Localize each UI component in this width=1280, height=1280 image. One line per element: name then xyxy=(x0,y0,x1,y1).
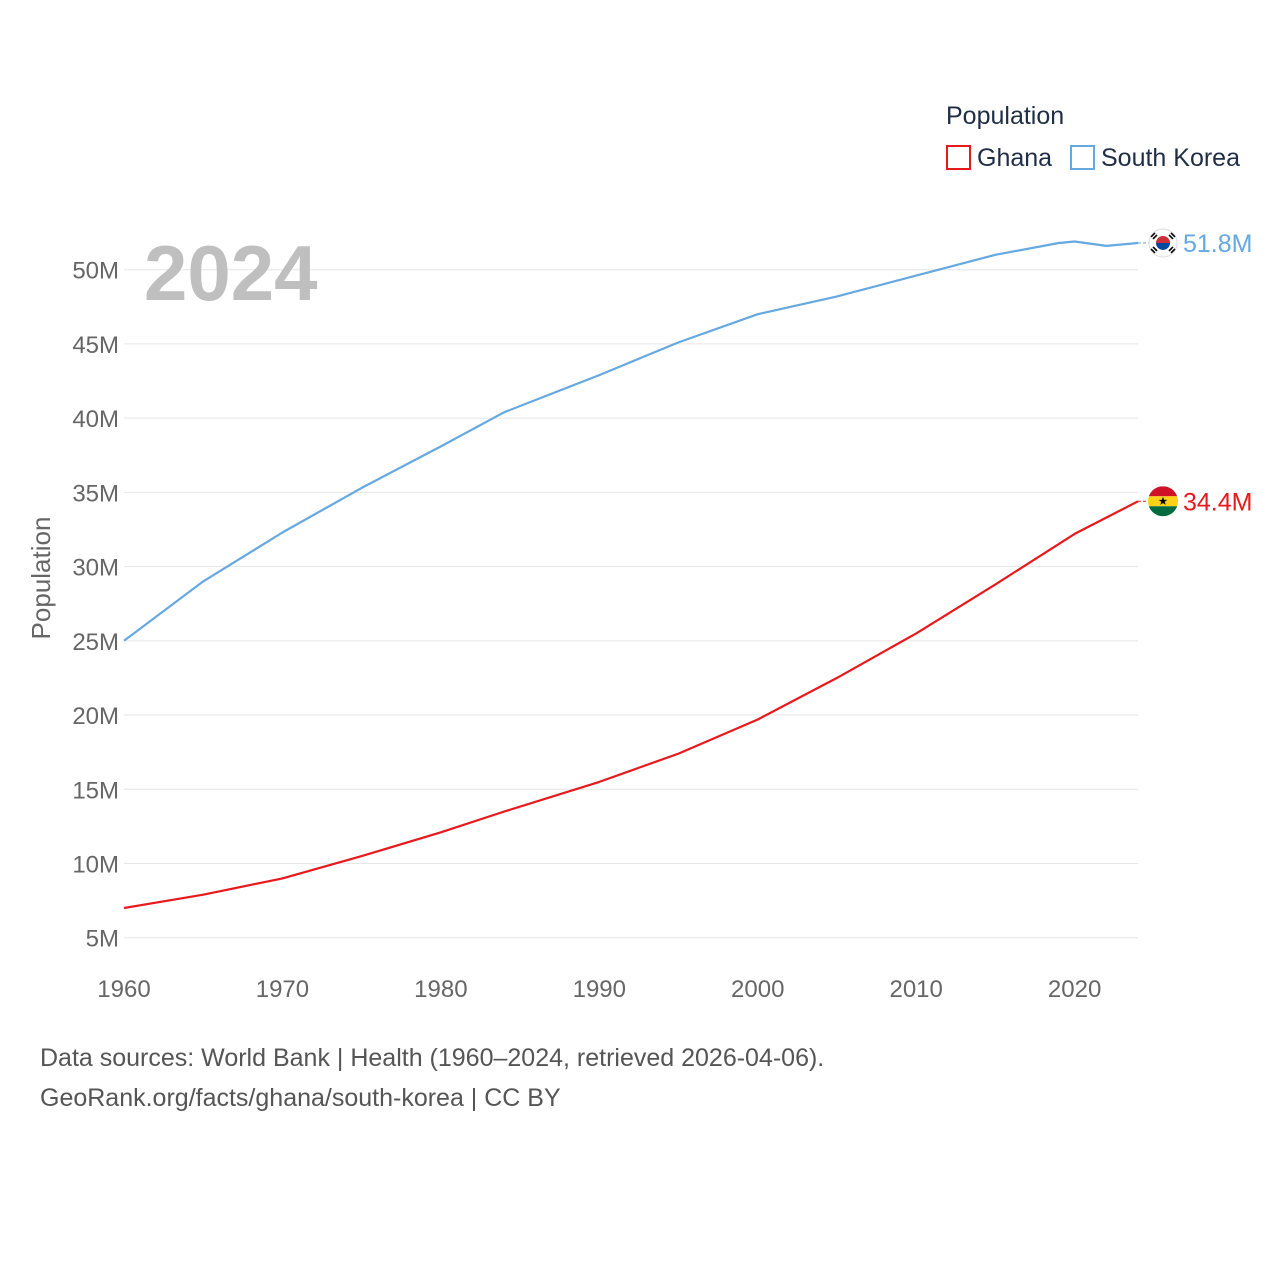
y-axis-ticks: 5M 10M 15M 20M 25M 30M 35M 40M 45M 50M xyxy=(72,258,119,953)
legend-label-ghana[interactable]: Ghana xyxy=(977,144,1052,172)
legend-swatch-south-korea[interactable] xyxy=(1070,145,1095,170)
legend[interactable]: Population Ghana South Korea xyxy=(946,102,1240,172)
series-layer xyxy=(123,240,1149,910)
y-tick-label: 25M xyxy=(72,629,119,656)
y-tick-label: 40M xyxy=(72,406,119,433)
y-tick-label: 30M xyxy=(72,555,119,582)
footer-sources: Data sources: World Bank | Health (1960–… xyxy=(40,1044,825,1072)
y-tick-label: 10M xyxy=(72,852,119,879)
end-label-ghana: 34.4M xyxy=(1183,488,1252,516)
legend-swatch-ghana[interactable] xyxy=(946,145,971,170)
x-tick-label: 1990 xyxy=(573,976,626,1003)
x-axis-ticks: 1960 1970 1980 1990 2000 2010 2020 xyxy=(97,976,1101,1003)
legend-title: Population xyxy=(946,102,1064,130)
ghana-flag-icon xyxy=(1148,486,1178,517)
x-tick-label: 1980 xyxy=(414,976,467,1003)
y-tick-label: 20M xyxy=(72,703,119,730)
x-tick-label: 2000 xyxy=(731,976,784,1003)
x-tick-label: 2020 xyxy=(1048,976,1101,1003)
legend-label-south-korea[interactable]: South Korea xyxy=(1101,144,1240,172)
x-tick-label: 1960 xyxy=(97,976,150,1003)
y-tick-label: 35M xyxy=(72,480,119,507)
y-tick-label: 50M xyxy=(72,258,119,285)
series-line-south-korea[interactable] xyxy=(123,240,1139,642)
end-label-south-korea: 51.8M xyxy=(1183,230,1252,258)
x-tick-label: 2010 xyxy=(889,976,942,1003)
year-overlay: 2024 xyxy=(144,229,318,317)
y-tick-label: 15M xyxy=(72,777,119,804)
y-axis-label: Population xyxy=(26,517,56,640)
footer-attribution[interactable]: GeoRank.org/facts/ghana/south-korea | CC… xyxy=(40,1084,561,1112)
y-tick-label: 5M xyxy=(86,926,119,953)
south-korea-flag-icon xyxy=(1148,228,1178,258)
y-tick-label: 45M xyxy=(72,332,119,359)
grid-lines xyxy=(124,269,1138,939)
series-line-ghana[interactable] xyxy=(123,500,1139,910)
x-tick-label: 1970 xyxy=(256,976,309,1003)
